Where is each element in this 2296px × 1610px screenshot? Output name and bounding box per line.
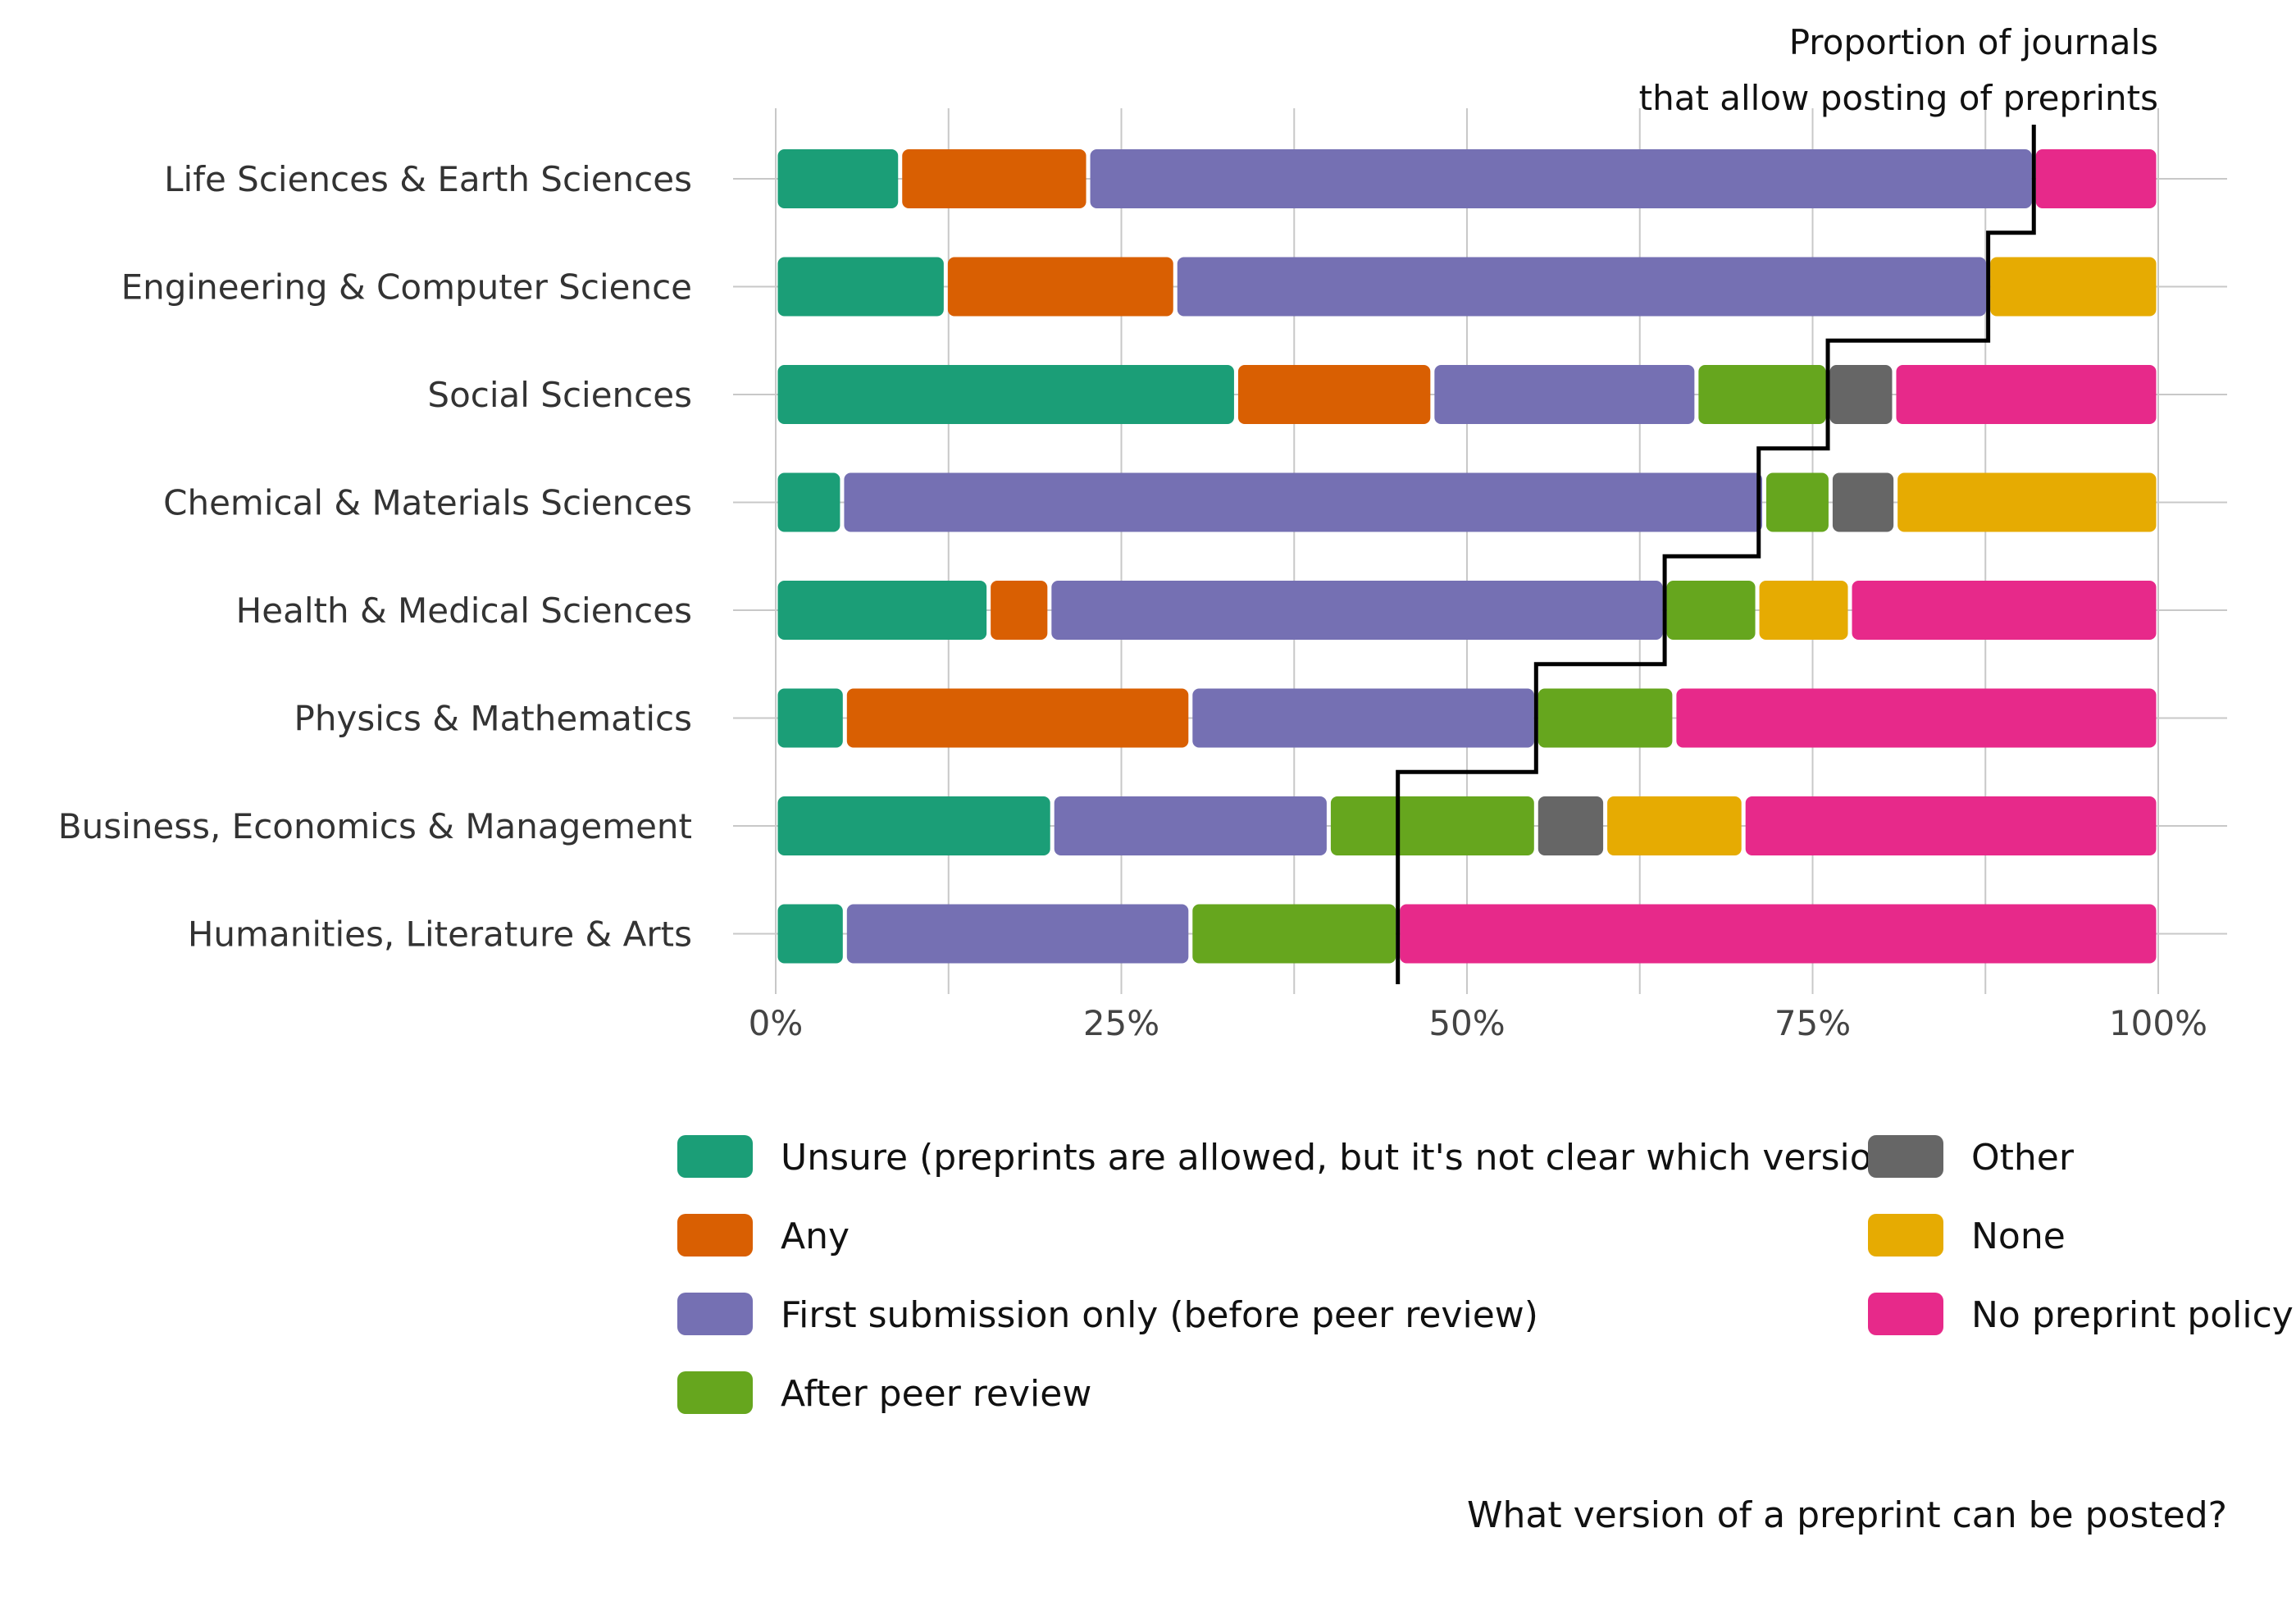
bar-segment [1990, 257, 2157, 317]
category-label: Physics & Mathematics [294, 699, 692, 739]
legend-label: None [1971, 1215, 2066, 1257]
bar-segment [902, 149, 1086, 208]
bar-segment [1538, 796, 1604, 855]
bar-segment [1666, 581, 1756, 640]
labels-layer: Life Sciences & Earth Sciences Engineerin… [58, 159, 2207, 1043]
x-tick-label: 100% [2109, 1003, 2207, 1043]
bar-segment [1897, 472, 2157, 532]
x-tick-label: 75% [1774, 1003, 1851, 1043]
x-tick-label: 25% [1083, 1003, 1159, 1043]
bar-segment [1192, 688, 1534, 748]
legend-label: After peer review [781, 1373, 1091, 1415]
annotation-line-2: that allow posting of preprints [1639, 78, 2158, 118]
category-label: Business, Economics & Management [58, 806, 692, 846]
x-tick-label: 50% [1428, 1003, 1505, 1043]
bar-segment [846, 904, 1189, 964]
legend: Unsure (preprints are allowed, but it's … [677, 1135, 2294, 1415]
bar-segment [1192, 904, 1396, 964]
bar-segment [947, 257, 1173, 317]
bar-segment [1607, 796, 1742, 855]
legend-swatch [677, 1135, 753, 1178]
bar-segment [1177, 257, 1987, 317]
legend-swatch [1868, 1293, 1943, 1335]
bars-layer [777, 149, 2157, 964]
legend-label: Unsure (preprints are allowed, but it's … [781, 1137, 1909, 1179]
category-label: Life Sciences & Earth Sciences [164, 159, 692, 199]
bar-segment [1434, 365, 1695, 424]
annotation: Proportion of journals that allow postin… [1639, 22, 2158, 118]
preprint-allowed-step-line [1396, 125, 2036, 984]
bar-segment [1400, 904, 2157, 964]
bar-segment [991, 581, 1048, 640]
bar-segment [777, 365, 1234, 424]
category-label: Engineering & Computer Science [121, 267, 692, 308]
category-label: Chemical & Materials Sciences [163, 483, 692, 523]
legend-label: No preprint policy [1971, 1294, 2294, 1336]
annotation-line-1: Proportion of journals [1789, 22, 2158, 62]
bar-segment [777, 149, 899, 208]
chart-caption: What version of a preprint can be posted… [1467, 1494, 2227, 1536]
bar-segment [1745, 796, 2157, 855]
bar-segment [777, 688, 843, 748]
bar-segment [1852, 581, 2157, 640]
legend-label: Other [1971, 1137, 2075, 1179]
bar-segment [1765, 472, 1829, 532]
category-label: Humanities, Literature & Arts [188, 914, 692, 955]
bar-segment [1896, 365, 2157, 424]
bar-segment [846, 688, 1189, 748]
legend-label: First submission only (before peer revie… [781, 1294, 1538, 1336]
bar-segment [844, 472, 1762, 532]
bar-segment [1054, 796, 1327, 855]
bar-segment [1676, 688, 2157, 748]
legend-swatch [677, 1371, 753, 1414]
bar-segment [1237, 365, 1431, 424]
legend-label: Any [781, 1215, 850, 1257]
bar-segment [777, 257, 944, 317]
bar-segment [1051, 581, 1663, 640]
bar-segment [1829, 365, 1893, 424]
bar-segment [777, 472, 840, 532]
bar-segment [777, 904, 843, 964]
bar-segment [1832, 472, 1894, 532]
legend-swatch [677, 1293, 753, 1335]
step-layer [1396, 125, 2036, 984]
bar-segment [1538, 688, 1673, 748]
category-label: Health & Medical Sciences [236, 591, 692, 631]
bar-segment [2035, 149, 2157, 208]
legend-swatch [1868, 1214, 1943, 1257]
bar-segment [777, 581, 987, 640]
bar-segment [1759, 581, 1848, 640]
x-tick-label: 0% [749, 1003, 804, 1043]
legend-swatch [677, 1214, 753, 1257]
bar-segment [1090, 149, 2032, 208]
legend-swatch [1868, 1135, 1943, 1178]
bar-segment [1330, 796, 1534, 855]
category-label: Social Sciences [427, 375, 692, 415]
grid-layer [733, 108, 2227, 994]
bar-segment [1698, 365, 1826, 424]
bar-segment [777, 796, 1050, 855]
